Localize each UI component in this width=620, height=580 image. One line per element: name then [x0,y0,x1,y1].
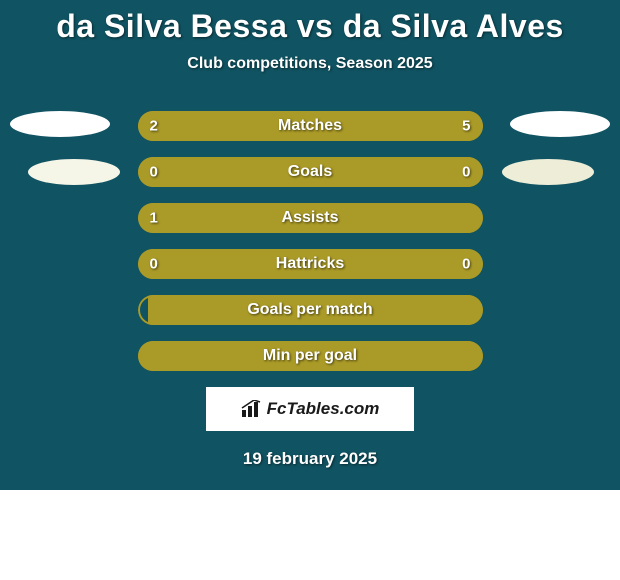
bar-label: Min per goal [263,347,357,365]
bar-label: Matches [278,117,342,135]
stat-bar: Min per goal [138,341,483,371]
player-left-photo-stack [10,111,120,207]
bar-label: Goals [288,163,332,181]
logo-box: FcTables.com [206,387,414,431]
page-title: da Silva Bessa vs da Silva Alves [0,8,620,45]
stat-bar: Goals 0 0 [138,157,483,187]
logo-text: FcTables.com [267,399,380,419]
stat-bars: Matches25Goals00Assists1Hattricks00Goals… [138,111,483,371]
date-label: 19 february 2025 [0,449,620,469]
comparison-card: da Silva Bessa vs da Silva Alves Club co… [0,0,620,490]
bar-value-left: 1 [150,210,158,227]
bar-value-right: 0 [462,164,470,181]
stat-bar: Hattricks 0 0 [138,249,483,279]
stat-bar: Matches 2 5 [138,111,483,141]
ellipse-decoration [28,159,120,185]
player-right-photo-stack [510,111,610,207]
bar-fill-right [231,111,483,141]
subtitle: Club competitions, Season 2025 [0,55,620,73]
stat-bar: Assists 1 [138,203,483,233]
bar-label: Hattricks [276,255,344,273]
bar-value-left: 2 [150,118,158,135]
stat-bar: Goals per match [138,295,483,325]
ellipse-decoration [502,159,594,185]
ellipse-decoration [510,111,610,137]
chart-icon [241,400,263,418]
bar-value-left: 0 [150,164,158,181]
logo: FcTables.com [241,399,380,419]
bar-value-right: 0 [462,256,470,273]
bar-label: Goals per match [247,301,372,319]
comparison-body: Matches25Goals00Assists1Hattricks00Goals… [0,111,620,371]
bar-value-right: 5 [462,118,470,135]
bar-label: Assists [282,209,339,227]
ellipse-decoration [10,111,110,137]
bar-value-left: 0 [150,256,158,273]
